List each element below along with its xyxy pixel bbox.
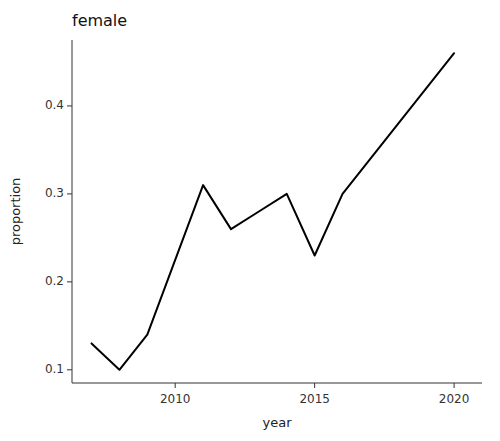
tick: [67, 369, 72, 370]
tick-label: 0.4: [45, 98, 64, 112]
tick-label: 2015: [299, 392, 330, 406]
tick: [175, 383, 176, 388]
tick-label: 0.1: [45, 362, 64, 376]
tick: [67, 105, 72, 106]
tick: [314, 383, 315, 388]
y-axis-label: proportion: [8, 178, 23, 246]
y-axis: 0.1 0.2 0.3 0.4: [45, 98, 72, 376]
x-axis-line: [72, 383, 482, 384]
tick: [67, 193, 72, 194]
tick: [454, 383, 455, 388]
plot-area: [92, 53, 455, 370]
x-axis-label: year: [262, 415, 292, 430]
x-axis: 2010 2015 2020: [160, 383, 469, 406]
tick-label: 2010: [160, 392, 191, 406]
tick-label: 2020: [439, 392, 470, 406]
data-line: [92, 53, 455, 370]
background: [0, 0, 500, 441]
tick-label: 0.3: [45, 186, 64, 200]
tick-label: 0.2: [45, 274, 64, 288]
y-axis-line: [72, 40, 73, 383]
title: female: [72, 11, 127, 30]
tick: [67, 281, 72, 282]
chart: 0.1 0.2 0.3 0.4 2010 2015 2020 female year propor…: [0, 0, 500, 441]
chart-container: 0.1 0.2 0.3 0.4 2010 2015 2020 female year propor…: [0, 0, 500, 441]
